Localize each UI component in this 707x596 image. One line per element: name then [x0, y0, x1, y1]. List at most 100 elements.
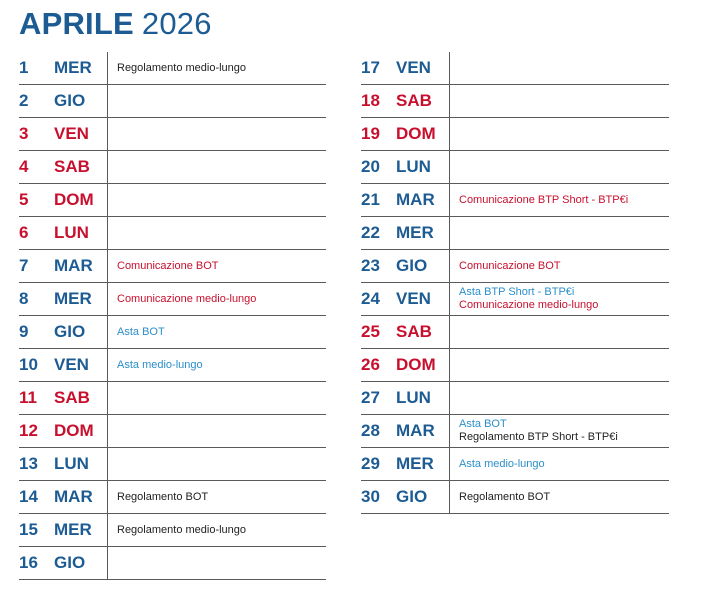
day-number: 2 — [19, 91, 29, 110]
cell-divider — [107, 547, 108, 580]
weekday-label: DOM — [54, 190, 94, 209]
weekday-label: MAR — [54, 487, 93, 506]
cell-divider — [449, 52, 450, 85]
cell-divider — [449, 481, 450, 514]
cell-divider — [449, 151, 450, 184]
day-row: 2 GIO — [19, 85, 326, 118]
day-row: 20 LUN — [361, 151, 669, 184]
weekday-label: SAB — [54, 157, 90, 176]
day-row: 13 LUN — [19, 448, 326, 481]
day-number: 8 — [19, 289, 29, 308]
weekday-label: MAR — [396, 421, 435, 440]
weekday-label: SAB — [396, 91, 432, 110]
day-row: 28 MAR Asta BOT Regolamento BTP Short - BTP… — [361, 415, 669, 448]
weekday-label: DOM — [54, 421, 94, 440]
day-number: 19 — [361, 124, 380, 143]
day-number: 7 — [19, 256, 29, 275]
day-events — [117, 448, 326, 480]
day-number: 26 — [361, 355, 380, 374]
weekday-label: MER — [54, 58, 92, 77]
day-number: 11 — [19, 388, 37, 407]
day-row: 11 SAB — [19, 382, 326, 415]
cell-divider — [107, 151, 108, 184]
cell-divider — [107, 184, 108, 217]
day-row: 24 VEN Asta BTP Short - BTP€i Comunicazione… — [361, 283, 669, 316]
day-number: 21 — [361, 190, 380, 209]
weekday-label: LUN — [54, 454, 89, 473]
day-events — [459, 85, 669, 117]
cell-divider — [107, 217, 108, 250]
day-number: 18 — [361, 91, 380, 110]
cell-divider — [107, 382, 108, 415]
day-events — [117, 151, 326, 183]
event-label: Regolamento BTP Short - BTP€i — [459, 431, 618, 443]
cell-divider — [107, 415, 108, 448]
day-number: 27 — [361, 388, 380, 407]
day-number: 17 — [361, 58, 380, 77]
weekday-label: MER — [54, 289, 92, 308]
day-row: 23 GIO Comunicazione BOT — [361, 250, 669, 283]
day-events — [117, 85, 326, 117]
event-label: Regolamento BOT — [117, 490, 209, 503]
day-events: Asta medio-lungo — [117, 349, 326, 381]
day-events: Asta BOT Regolamento BTP Short - BTP€i — [459, 415, 669, 447]
day-events — [459, 316, 669, 348]
cell-divider — [449, 415, 450, 448]
weekday-label: DOM — [396, 355, 436, 374]
event-label: Asta BOT — [117, 325, 165, 338]
cell-divider — [107, 250, 108, 283]
day-number: 5 — [19, 190, 29, 209]
day-number: 15 — [19, 520, 38, 539]
cell-divider — [107, 514, 108, 547]
day-row: 22 MER — [361, 217, 669, 250]
day-row: 12 DOM — [19, 415, 326, 448]
day-number: 14 — [19, 487, 38, 506]
day-events: Asta medio-lungo — [459, 448, 669, 480]
day-row: 17 VEN — [361, 52, 669, 85]
weekday-label: VEN — [396, 58, 431, 77]
day-events: Regolamento medio-lungo — [117, 514, 326, 546]
weekday-label: VEN — [54, 124, 89, 143]
day-events — [459, 118, 669, 150]
day-events: Asta BOT — [117, 316, 326, 348]
day-number: 16 — [19, 553, 38, 572]
day-row: 26 DOM — [361, 349, 669, 382]
weekday-label: MER — [54, 520, 92, 539]
event-label: Asta medio-lungo — [117, 358, 203, 371]
weekday-label: GIO — [54, 553, 86, 572]
day-row: 9 GIO Asta BOT — [19, 316, 326, 349]
day-events — [117, 382, 326, 414]
weekday-label: GIO — [54, 91, 86, 110]
day-number: 23 — [361, 256, 380, 275]
weekday-label: VEN — [54, 355, 89, 374]
year: 2026 — [141, 6, 212, 41]
weekday-label: LUN — [396, 388, 431, 407]
cell-divider — [449, 250, 450, 283]
weekday-label: GIO — [396, 487, 428, 506]
day-number: 3 — [19, 124, 29, 143]
day-row: 8 MER Comunicazione medio-lungo — [19, 283, 326, 316]
day-number: 9 — [19, 322, 29, 341]
day-number: 30 — [361, 487, 380, 506]
weekday-label: MAR — [54, 256, 93, 275]
day-events — [117, 547, 326, 579]
event-label: Comunicazione medio-lungo — [459, 299, 599, 311]
day-number: 10 — [19, 355, 38, 374]
weekday-label: GIO — [396, 256, 428, 275]
weekday-label: LUN — [396, 157, 431, 176]
day-row: 6 LUN — [19, 217, 326, 250]
day-events: Regolamento BOT — [117, 481, 326, 513]
day-events — [459, 382, 669, 414]
event-label: Regolamento medio-lungo — [117, 61, 247, 74]
day-number: 25 — [361, 322, 380, 341]
weekday-label: VEN — [396, 289, 431, 308]
event-label: Comunicazione BTP Short - BTP€i — [459, 193, 629, 206]
day-row: 15 MER Regolamento medio-lungo — [19, 514, 326, 547]
day-events: Regolamento BOT — [459, 481, 669, 513]
day-events: Regolamento medio-lungo — [117, 52, 326, 84]
cell-divider — [107, 52, 108, 85]
cell-divider — [449, 316, 450, 349]
event-label: Regolamento medio-lungo — [117, 523, 247, 536]
cell-divider — [107, 349, 108, 382]
weekday-label: LUN — [54, 223, 89, 242]
